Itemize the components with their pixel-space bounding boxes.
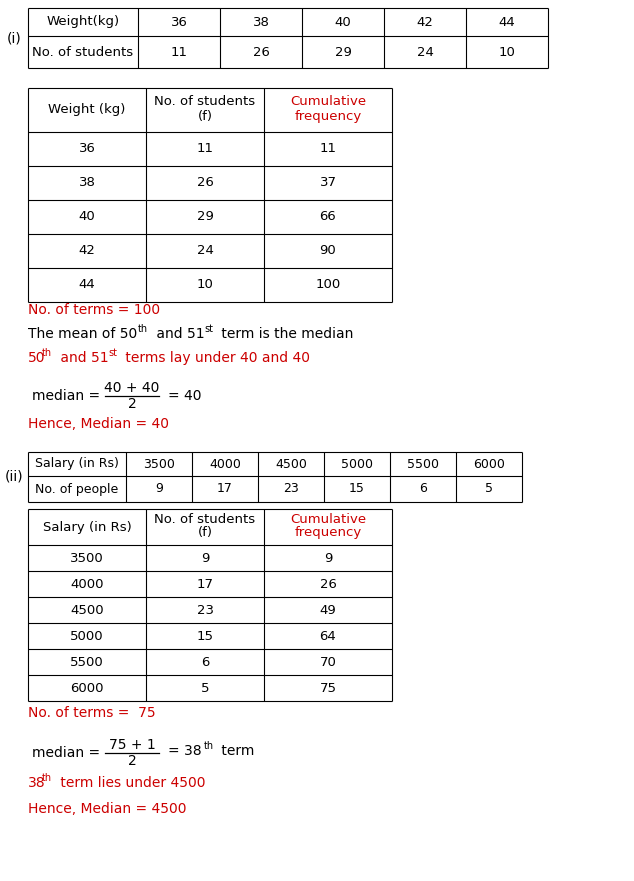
Text: (f): (f)	[198, 110, 212, 123]
Text: Cumulative: Cumulative	[290, 514, 366, 526]
Text: th: th	[42, 348, 52, 358]
Text: term is the median: term is the median	[217, 327, 353, 341]
Text: Weight(kg): Weight(kg)	[46, 16, 120, 28]
Text: st: st	[108, 348, 117, 358]
Text: 37: 37	[320, 176, 337, 189]
Text: Cumulative: Cumulative	[290, 94, 366, 107]
Text: = 38: = 38	[168, 744, 202, 758]
Text: th: th	[42, 773, 52, 783]
Text: 36: 36	[171, 16, 188, 28]
Text: 36: 36	[79, 143, 96, 156]
Text: 3500: 3500	[70, 552, 104, 565]
Text: No. of terms =  75: No. of terms = 75	[28, 706, 155, 720]
Text: 38: 38	[252, 16, 269, 28]
Text: 11: 11	[320, 143, 337, 156]
Text: 5000: 5000	[70, 630, 104, 642]
Text: 9: 9	[324, 552, 332, 565]
Text: Salary (in Rs): Salary (in Rs)	[42, 521, 131, 534]
Text: No. of people: No. of people	[36, 483, 119, 495]
Text: 44: 44	[79, 278, 95, 292]
Text: 23: 23	[283, 483, 299, 495]
Text: 5000: 5000	[341, 457, 373, 470]
Text: (i): (i)	[6, 31, 22, 45]
Text: 26: 26	[320, 578, 337, 590]
Text: 6: 6	[419, 483, 427, 495]
Text: 26: 26	[197, 176, 214, 189]
Text: 44: 44	[498, 16, 515, 28]
Text: median =: median =	[32, 389, 105, 403]
Text: 6000: 6000	[70, 682, 104, 694]
Text: 4000: 4000	[70, 578, 104, 590]
Text: 4500: 4500	[275, 457, 307, 470]
Text: 24: 24	[197, 245, 214, 257]
Text: 29: 29	[335, 46, 351, 58]
Text: 2: 2	[127, 397, 136, 411]
Text: 10: 10	[498, 46, 515, 58]
Text: (ii): (ii)	[4, 470, 23, 484]
Text: and 51: and 51	[152, 327, 205, 341]
Text: 3500: 3500	[143, 457, 175, 470]
Text: 100: 100	[315, 278, 340, 292]
Text: 15: 15	[349, 483, 365, 495]
Text: 15: 15	[197, 630, 214, 642]
Text: 17: 17	[197, 578, 214, 590]
Text: 75: 75	[320, 682, 337, 694]
Text: 40 + 40: 40 + 40	[105, 381, 160, 395]
Text: The mean of 50: The mean of 50	[28, 327, 137, 341]
Text: terms lay under 40 and 40: terms lay under 40 and 40	[121, 351, 310, 365]
Text: = 40: = 40	[168, 389, 202, 403]
Text: term lies under 4500: term lies under 4500	[56, 776, 205, 790]
Text: 5: 5	[485, 483, 493, 495]
Text: frequency: frequency	[294, 110, 361, 123]
Text: 5500: 5500	[407, 457, 439, 470]
Text: No. of students: No. of students	[32, 46, 134, 58]
Text: No. of students: No. of students	[155, 94, 256, 107]
Text: 49: 49	[320, 603, 337, 617]
Text: th: th	[204, 741, 214, 751]
Text: median =: median =	[32, 746, 105, 760]
Text: term: term	[217, 744, 254, 758]
Text: 9: 9	[155, 483, 163, 495]
Text: 5500: 5500	[70, 655, 104, 669]
Text: 6000: 6000	[473, 457, 505, 470]
Text: frequency: frequency	[294, 526, 361, 539]
Text: 23: 23	[197, 603, 214, 617]
Text: No. of students: No. of students	[155, 514, 256, 526]
Text: Weight (kg): Weight (kg)	[48, 103, 126, 116]
Text: 11: 11	[171, 46, 188, 58]
Text: 2: 2	[127, 754, 136, 768]
Text: 66: 66	[320, 211, 337, 224]
Text: th: th	[138, 324, 148, 334]
Text: (f): (f)	[198, 526, 212, 539]
Text: No. of terms = 100: No. of terms = 100	[28, 303, 160, 317]
Text: 64: 64	[320, 630, 337, 642]
Text: 38: 38	[79, 176, 96, 189]
Text: 4500: 4500	[70, 603, 104, 617]
Text: 29: 29	[197, 211, 214, 224]
Text: 42: 42	[417, 16, 434, 28]
Text: 90: 90	[320, 245, 337, 257]
Text: Salary (in Rs): Salary (in Rs)	[35, 457, 119, 470]
Text: Hence, Median = 40: Hence, Median = 40	[28, 417, 169, 431]
Text: 9: 9	[201, 552, 209, 565]
Text: 26: 26	[252, 46, 269, 58]
Text: and 51: and 51	[56, 351, 108, 365]
Text: 5: 5	[201, 682, 209, 694]
Text: 40: 40	[335, 16, 351, 28]
Text: 70: 70	[320, 655, 337, 669]
Text: 4000: 4000	[209, 457, 241, 470]
Text: 10: 10	[197, 278, 214, 292]
Text: 11: 11	[197, 143, 214, 156]
Text: 24: 24	[417, 46, 434, 58]
Text: 40: 40	[79, 211, 95, 224]
Text: 38: 38	[28, 776, 46, 790]
Text: 42: 42	[79, 245, 96, 257]
Text: Hence, Median = 4500: Hence, Median = 4500	[28, 802, 186, 816]
Text: 6: 6	[201, 655, 209, 669]
Text: 17: 17	[217, 483, 233, 495]
Text: 50: 50	[28, 351, 46, 365]
Text: st: st	[204, 324, 213, 334]
Text: 75 + 1: 75 + 1	[108, 738, 155, 752]
